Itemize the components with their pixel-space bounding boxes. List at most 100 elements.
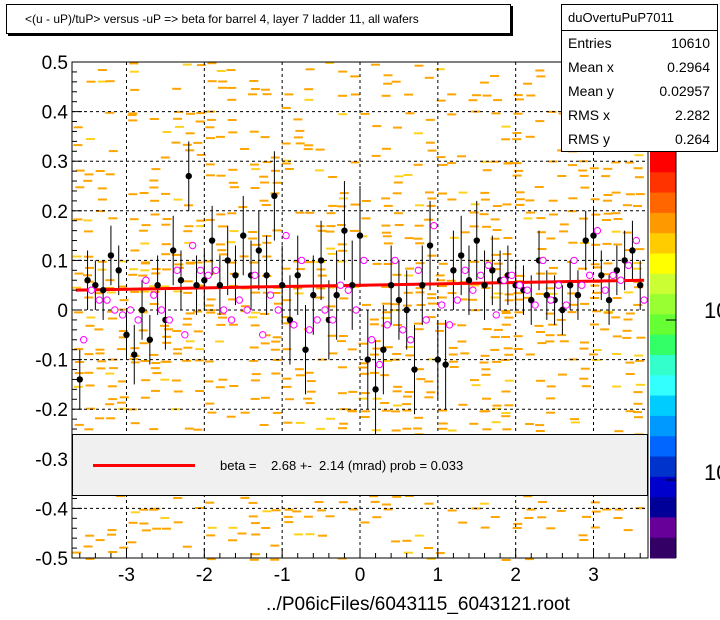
profile-point: [528, 296, 535, 304]
histogram-cell: [590, 284, 600, 287]
stats-value: 2.282: [674, 107, 710, 123]
histogram-cell: [513, 94, 523, 97]
histogram-cell: [413, 427, 423, 430]
histogram-cell: [83, 230, 93, 233]
histogram-cell: [326, 225, 336, 228]
histogram-cell: [162, 341, 172, 344]
histogram-cell: [239, 255, 249, 258]
histogram-cell: [536, 331, 545, 333]
histogram-cell: [568, 197, 578, 200]
palette-cell: [650, 294, 676, 315]
profile-point: [349, 282, 356, 289]
histogram-cell: [283, 421, 293, 424]
histogram-cell: [525, 558, 534, 561]
histogram-cell: [95, 352, 105, 355]
histogram-cell: [196, 112, 206, 115]
profile-point: [356, 232, 364, 239]
histogram-cell: [424, 396, 434, 399]
histogram-cell: [260, 312, 270, 315]
histogram-cell: [611, 316, 621, 319]
histogram-cell: [369, 318, 379, 321]
palette-cell: [650, 395, 676, 417]
histogram-cell: [196, 153, 206, 156]
histogram-cell: [305, 211, 315, 214]
profile-point: [146, 336, 154, 343]
histogram-cell: [404, 274, 414, 277]
histogram-cell: [523, 495, 533, 498]
histogram-cell: [270, 348, 280, 351]
histogram-cell: [611, 161, 621, 164]
open-point: [570, 256, 578, 265]
histogram-cell: [251, 311, 261, 314]
histogram-cell: [436, 279, 446, 282]
open-point: [196, 266, 205, 275]
histogram-cell: [73, 385, 83, 388]
histogram-cell: [635, 193, 645, 196]
profile-point: [481, 282, 488, 289]
histogram-cell: [215, 135, 225, 138]
histogram-cell: [633, 262, 643, 265]
histogram-cell: [480, 191, 490, 194]
histogram-cell: [570, 418, 579, 421]
histogram-cell: [85, 266, 94, 269]
histogram-cell: [402, 304, 412, 307]
histogram-cell: [578, 267, 588, 270]
histogram-cell: [548, 323, 558, 326]
histogram-cell: [383, 204, 393, 207]
histogram-cell: [592, 310, 602, 313]
histogram-cell: [350, 75, 360, 78]
palette-label-lower: 10: [704, 460, 720, 485]
histogram-cell: [128, 193, 138, 196]
histogram-cell: [370, 63, 380, 66]
histogram-cell: [503, 237, 513, 239]
histogram-cell: [468, 99, 478, 102]
histogram-cell: [240, 305, 250, 308]
profile-point: [278, 282, 286, 289]
histogram-cell: [503, 347, 513, 350]
open-points: [79, 221, 648, 369]
histogram-cell: [501, 310, 511, 312]
histogram-cell: [226, 69, 236, 71]
histogram-cell: [128, 273, 138, 276]
histogram-cell: [424, 502, 434, 505]
histogram-cell: [285, 398, 294, 401]
histogram-cell: [526, 508, 536, 511]
histogram-cell: [504, 161, 514, 164]
histogram-cell: [513, 335, 523, 338]
histogram-cell: [603, 194, 613, 196]
histogram-cell: [536, 231, 546, 234]
histogram-cell: [262, 93, 272, 96]
histogram-cell: [149, 428, 159, 431]
profile-point: [380, 346, 387, 353]
profile-point: [193, 282, 200, 289]
histogram-cell: [479, 502, 489, 505]
histogram-cell: [381, 94, 391, 97]
stats-key: RMS x: [568, 107, 610, 123]
histogram-cell: [591, 243, 601, 246]
histogram-cell: [206, 298, 216, 301]
histogram-cell: [194, 359, 204, 362]
histogram-cell: [83, 179, 93, 182]
histogram-cell: [97, 260, 107, 263]
histogram-cell: [215, 386, 225, 389]
histogram-cell: [304, 98, 314, 101]
histogram-cell: [392, 353, 402, 355]
histogram-cell: [404, 495, 414, 497]
palette-cell: [650, 456, 676, 478]
histogram-cell: [567, 292, 577, 295]
histogram-cell: [251, 243, 261, 246]
histogram-cell: [590, 263, 600, 266]
histogram-cell: [283, 322, 293, 325]
histogram-cell: [634, 154, 644, 157]
histogram-cell: [480, 160, 490, 163]
histogram-cell: [108, 217, 118, 220]
histogram-cell: [272, 411, 282, 414]
histogram-cell: [304, 88, 314, 91]
histogram-cell: [435, 274, 445, 277]
histogram-cell: [160, 360, 170, 363]
histogram-cell: [315, 148, 325, 151]
histogram-cell: [546, 237, 556, 240]
histogram-cell: [295, 142, 305, 145]
histogram-cell: [491, 112, 501, 115]
